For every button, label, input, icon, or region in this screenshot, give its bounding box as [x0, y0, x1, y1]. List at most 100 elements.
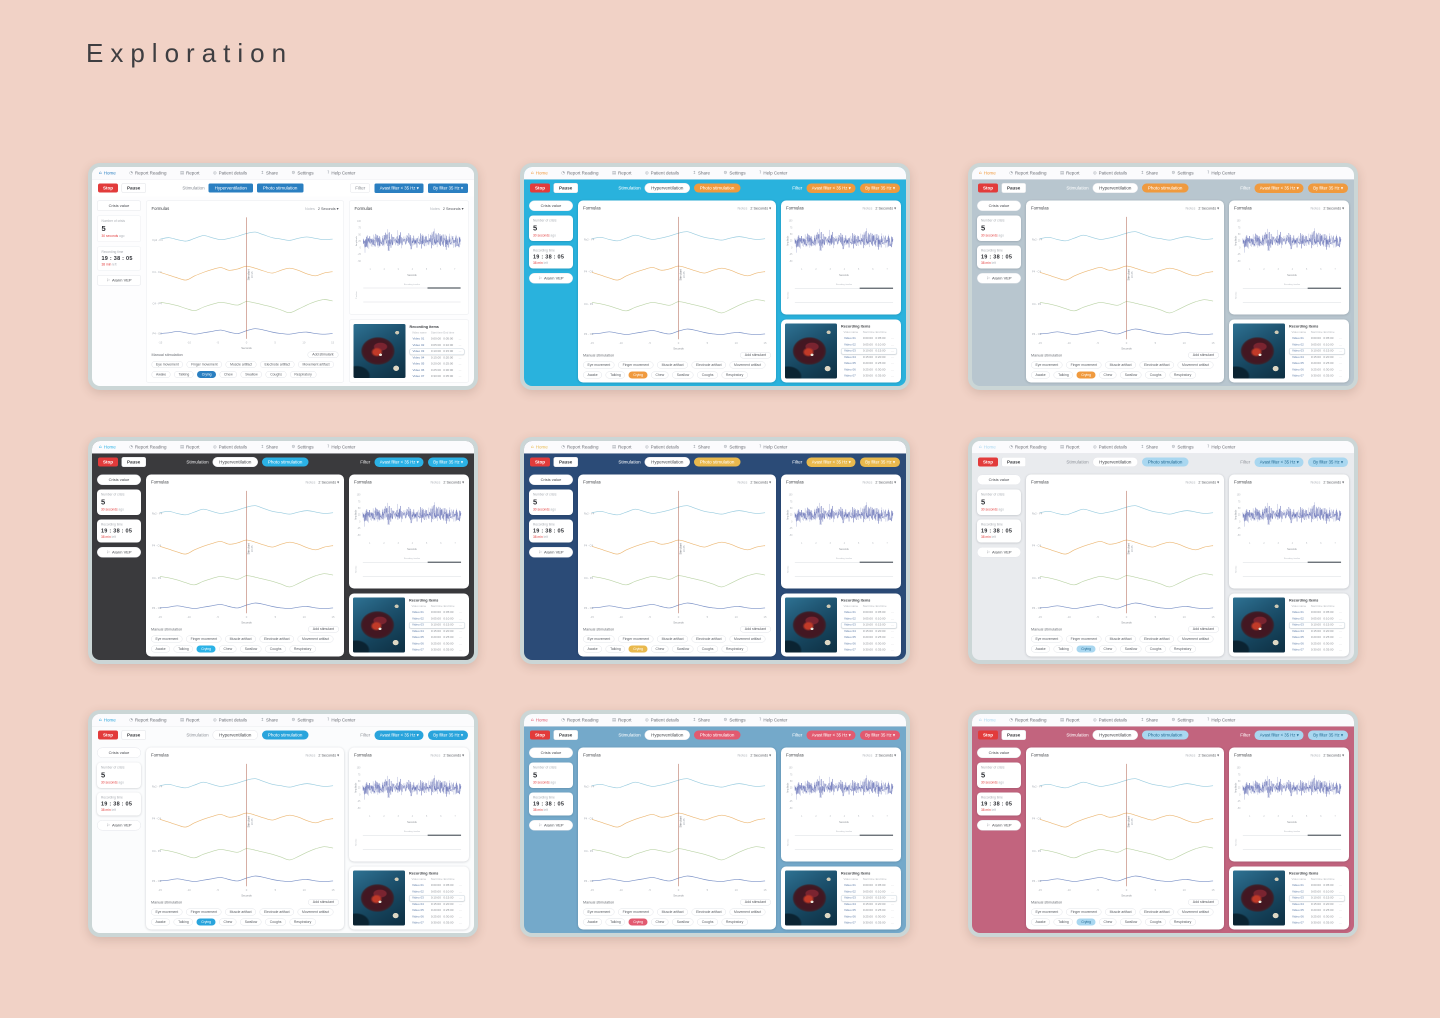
- surgery-video-thumbnail[interactable]: [1233, 597, 1285, 653]
- table-row[interactable]: Video 03 0:10:00 0:15:00…: [1289, 622, 1345, 629]
- pill-crying[interactable]: Crying: [196, 918, 216, 926]
- nav-item-report[interactable]: ▤ Report: [180, 718, 200, 723]
- surgery-video-thumbnail[interactable]: [353, 870, 405, 926]
- row-menu-icon[interactable]: …: [891, 617, 894, 621]
- pill-eye-movement[interactable]: Eye movement: [1031, 908, 1063, 916]
- nav-item-patient-details[interactable]: ◎ Patient details: [213, 445, 247, 450]
- filter-dropdown-2[interactable]: By filter 35 Hz ▾: [1308, 730, 1348, 740]
- eeg-notes-interval-dropdown[interactable]: 2 Seconds ▾: [1323, 752, 1344, 758]
- pill-muscle-artifact[interactable]: Muscle artifact: [225, 361, 257, 368]
- row-menu-icon[interactable]: …: [891, 902, 894, 906]
- alarm-vep-button[interactable]: ⚐ Alarm VEP: [97, 275, 141, 286]
- nav-item-report-reading[interactable]: ◔ Report Reading: [561, 718, 598, 723]
- row-menu-icon[interactable]: …: [1339, 642, 1342, 646]
- row-menu-icon[interactable]: …: [1339, 921, 1342, 925]
- table-row[interactable]: Video 03 0:10:00 0:15:00…: [409, 348, 465, 355]
- pill-swallow[interactable]: Swallow: [240, 918, 262, 926]
- nav-item-share[interactable]: ↥ Share: [692, 445, 710, 450]
- notes-interval-dropdown[interactable]: 2 Seconds ▾: [317, 206, 339, 211]
- nav-item-share[interactable]: ↥ Share: [1140, 445, 1158, 450]
- filter-dropdown-1[interactable]: Avast filter < 35 Hz ▾: [806, 457, 856, 467]
- eeg-notes-interval-dropdown[interactable]: 2 Seconds ▾: [875, 752, 896, 758]
- nav-item-settings[interactable]: ⚙ Settings: [724, 171, 746, 176]
- pill-coughs[interactable]: Coughs: [265, 918, 286, 926]
- pill-awake[interactable]: Awake: [583, 645, 603, 653]
- add-stimulant-button[interactable]: Add stimulant: [739, 899, 771, 906]
- table-row[interactable]: Video 03 0:10:00 0:15:00…: [841, 895, 897, 902]
- tab-photo-stimulation[interactable]: Photo stimulation: [261, 730, 309, 740]
- surgery-video-thumbnail[interactable]: [1233, 870, 1285, 926]
- pill-crying[interactable]: Crying: [1076, 371, 1096, 379]
- table-row[interactable]: Video 03 0:10:00 0:15:00…: [1289, 895, 1345, 902]
- pill-finger-movement[interactable]: Finger movement: [1066, 361, 1102, 369]
- pill-chew[interactable]: Chew: [651, 645, 669, 653]
- filter-dropdown-2[interactable]: By filter 35 Hz ▾: [428, 730, 468, 740]
- table-row[interactable]: Video 04 0:15:00 0:20:00…: [841, 901, 897, 907]
- table-row[interactable]: Video 07 0:30:00 0:35:00…: [1289, 647, 1345, 653]
- pill-chew[interactable]: Chew: [219, 645, 237, 653]
- nav-item-help-center[interactable]: ? Help Center: [759, 718, 787, 723]
- pill-movement-artifact[interactable]: Movement artifact: [729, 361, 766, 369]
- pill-coughs[interactable]: Coughs: [1145, 371, 1166, 379]
- crisis-value-button[interactable]: Crisis value: [97, 747, 141, 758]
- pill-chew[interactable]: Chew: [1099, 918, 1117, 926]
- row-menu-icon[interactable]: …: [1339, 915, 1342, 919]
- pill-coughs[interactable]: Coughs: [697, 645, 718, 653]
- row-menu-icon[interactable]: …: [891, 890, 894, 894]
- filter-dropdown-1[interactable]: Avast filter < 35 Hz ▾: [374, 457, 424, 467]
- pill-muscle-artifact[interactable]: Muscle artifact: [225, 635, 257, 643]
- row-menu-icon[interactable]: …: [458, 356, 462, 360]
- pill-respiratory[interactable]: Respiratory: [721, 918, 748, 926]
- row-menu-icon[interactable]: …: [459, 884, 462, 888]
- eeg-notes-interval-dropdown[interactable]: 2 Seconds ▾: [443, 752, 464, 758]
- crisis-value-button[interactable]: Crisis value: [529, 747, 573, 758]
- crisis-value-button[interactable]: Crisis value: [97, 200, 141, 211]
- row-menu-icon[interactable]: …: [891, 337, 894, 341]
- pill-eye-movement[interactable]: Eye movement: [151, 635, 183, 643]
- nav-item-report-reading[interactable]: ◔ Report Reading: [1009, 718, 1046, 723]
- filter-dropdown-1[interactable]: Avast filter < 35 Hz ▾: [374, 183, 424, 193]
- nav-item-home[interactable]: ⌂ Home: [531, 171, 548, 176]
- row-menu-icon[interactable]: …: [1339, 349, 1342, 353]
- tab-hyperventilation[interactable]: Hyperventilation: [212, 457, 258, 467]
- nav-item-report[interactable]: ▤ Report: [180, 171, 200, 176]
- pill-swallow[interactable]: Swallow: [1120, 918, 1142, 926]
- surgery-video-thumbnail[interactable]: [785, 597, 837, 653]
- row-menu-icon[interactable]: …: [1339, 343, 1342, 347]
- table-row[interactable]: Video 02 0:05:00 0:10:00…: [1289, 616, 1345, 622]
- pill-electrode-artifact[interactable]: Electrode artifact: [260, 361, 295, 368]
- row-menu-icon[interactable]: …: [1339, 896, 1342, 900]
- row-menu-icon[interactable]: …: [459, 921, 462, 925]
- pill-crying[interactable]: Crying: [628, 371, 648, 379]
- table-row[interactable]: Video 07 0:30:00 0:35:00…: [409, 920, 465, 926]
- pause-button[interactable]: Pause: [553, 183, 578, 193]
- nav-item-report-reading[interactable]: ◔ Report Reading: [1009, 171, 1046, 176]
- pill-talking[interactable]: Talking: [1053, 918, 1074, 926]
- alarm-vep-button[interactable]: ⚐ Alarm VEP: [529, 273, 573, 284]
- table-row[interactable]: Video 02 0:05:00 0:10:00…: [1289, 342, 1345, 348]
- nav-item-home[interactable]: ⌂ Home: [531, 718, 548, 723]
- row-menu-icon[interactable]: …: [891, 374, 894, 378]
- pause-button[interactable]: Pause: [553, 730, 578, 740]
- tab-photo-stimulation[interactable]: Photo stimulation: [1141, 457, 1189, 467]
- table-row[interactable]: Video 02 0:05:00 0:10:00…: [409, 616, 465, 622]
- table-row[interactable]: Video 05 0:20:00 0:25:00…: [1289, 635, 1345, 641]
- eeg-notes-interval-dropdown[interactable]: 2 Seconds ▾: [1323, 205, 1344, 211]
- notes-interval-dropdown[interactable]: 2 Seconds ▾: [750, 205, 771, 211]
- notes-interval-dropdown[interactable]: 2 Seconds ▾: [318, 479, 339, 485]
- nav-item-share[interactable]: ↥ Share: [692, 718, 710, 723]
- nav-item-settings[interactable]: ⚙ Settings: [1172, 445, 1194, 450]
- table-row[interactable]: Video 06 0:25:00 0:30:00…: [1289, 914, 1345, 920]
- pause-button[interactable]: Pause: [1001, 457, 1026, 467]
- alarm-vep-button[interactable]: ⚐ Alarm VEP: [977, 547, 1021, 558]
- nav-item-report[interactable]: ▤ Report: [180, 445, 200, 450]
- table-row[interactable]: Video 01 0:00:00 0:05:00…: [410, 336, 465, 342]
- alarm-vep-button[interactable]: ⚐ Alarm VEP: [529, 547, 573, 558]
- table-row[interactable]: Video 01 0:00:00 0:05:00…: [841, 336, 897, 342]
- surgery-video-thumbnail[interactable]: [1233, 323, 1285, 379]
- add-stimulant-button[interactable]: Add stimulant: [307, 899, 339, 906]
- table-row[interactable]: Video 04 0:15:00 0:20:00…: [1289, 354, 1345, 360]
- table-row[interactable]: Video 03 0:10:00 0:15:00…: [1289, 348, 1345, 355]
- nav-item-patient-details[interactable]: ◎ Patient details: [645, 718, 679, 723]
- pill-talking[interactable]: Talking: [173, 645, 194, 653]
